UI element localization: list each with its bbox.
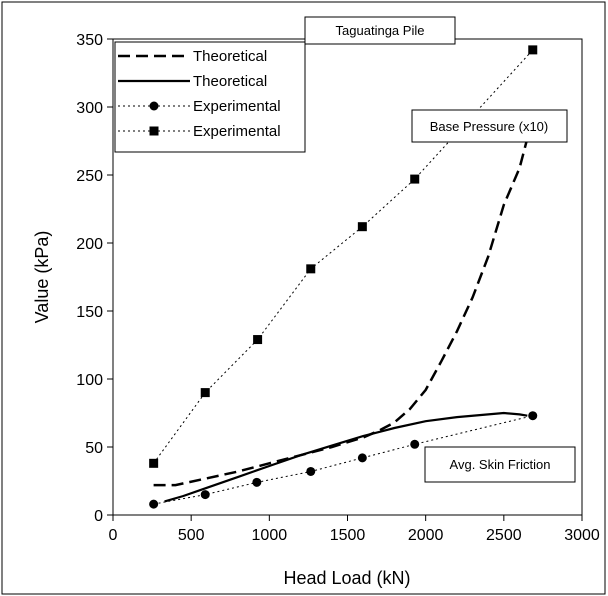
data-point-square [410, 174, 420, 184]
series-3 [149, 411, 538, 509]
legend-entry: Experimental [118, 123, 281, 140]
series-1 [153, 120, 534, 487]
legend-label: Theoretical [193, 73, 267, 90]
x-tick-label: 1500 [330, 527, 366, 544]
series-2 [164, 411, 528, 503]
skin-friction-box-frame [424, 446, 576, 483]
legend: Theoretical Theoretical Experimental Experi… [114, 41, 306, 153]
y-tick-label: 0 [94, 508, 103, 525]
data-point-circle [357, 453, 367, 463]
title-box: Taguatinga Pile [304, 16, 456, 45]
data-point-square [306, 264, 316, 274]
legend-label: Theoretical [193, 48, 267, 65]
x-tick-label: 2500 [486, 527, 522, 544]
y-tick-label: 150 [76, 304, 103, 321]
base-pressure-box-frame [411, 109, 568, 143]
series-line [164, 411, 528, 503]
series-line [153, 120, 534, 487]
y-tick-label: 350 [76, 32, 103, 49]
y-tick-label: 100 [76, 372, 103, 389]
data-point-square [253, 335, 263, 345]
data-point-circle [149, 101, 159, 111]
title-box-frame [304, 16, 456, 45]
y-tick-label: 200 [76, 236, 103, 253]
data-point-square [149, 458, 159, 468]
series-layer [149, 45, 538, 509]
data-point-circle [410, 439, 420, 449]
data-point-square [357, 222, 367, 232]
legend-entry: Theoretical [118, 48, 267, 65]
x-tick-label: 3000 [564, 527, 600, 544]
y-tick-label: 250 [76, 168, 103, 185]
data-point-square [528, 45, 538, 55]
legend-entry: Experimental [118, 98, 281, 115]
legend-frame [114, 41, 306, 153]
legend-entry: Theoretical [118, 73, 267, 90]
y-tick-label: 50 [85, 440, 103, 457]
x-tick-label: 2000 [408, 527, 444, 544]
data-point-square [149, 126, 159, 136]
y-tick-label: 300 [76, 100, 103, 117]
data-point-circle [149, 499, 159, 509]
chart-title: Taguatinga Pile [336, 23, 425, 38]
data-point-circle [528, 411, 538, 421]
y-axis-title: Value (kPa) [32, 231, 52, 324]
data-point-square [200, 388, 210, 398]
data-point-circle [252, 477, 262, 487]
skin-friction-box: Avg. Skin Friction [424, 446, 576, 483]
skin-friction-label: Avg. Skin Friction [450, 457, 551, 472]
base-pressure-label: Base Pressure (x10) [430, 119, 549, 134]
data-point-circle [306, 466, 316, 476]
x-tick-label: 500 [178, 527, 205, 544]
series-4 [149, 45, 538, 468]
x-tick-label: 1000 [252, 527, 288, 544]
x-axis-title: Head Load (kN) [283, 568, 410, 588]
base-pressure-box: Base Pressure (x10) [411, 109, 568, 143]
data-point-circle [200, 490, 210, 500]
legend-label: Experimental [193, 98, 281, 115]
legend-label: Experimental [193, 123, 281, 140]
x-tick-label: 0 [109, 527, 118, 544]
